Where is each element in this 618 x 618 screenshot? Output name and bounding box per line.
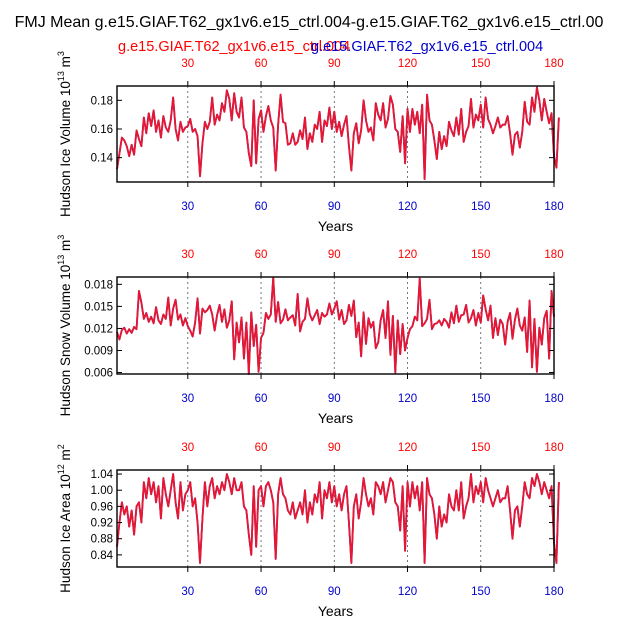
x-tick-label-bottom: 30 [181, 586, 194, 598]
x-tick-label-bottom: 150 [471, 393, 490, 405]
x-tick-label-top: 180 [544, 58, 563, 70]
panel-snow-volume: 30 30 60 60 90 90 120 120 150 150 180 180 0.006 0.009… [56, 235, 564, 426]
x-tick-label-top: 120 [398, 249, 417, 261]
x-axis-title: Years [318, 218, 353, 234]
y-tick-label: 0.92 [91, 518, 113, 530]
plot-frame [116, 469, 555, 568]
y-axis-title-main: Hudson Ice Volume 10 [58, 81, 73, 217]
y-axis-title-unit: m [58, 449, 73, 464]
x-tick-label-bottom: 120 [398, 201, 417, 213]
x-tick-label-top: 120 [398, 58, 417, 70]
plot-frame [116, 276, 555, 375]
x-tick-label-bottom: 60 [255, 393, 268, 405]
x-tick-label-top: 90 [328, 442, 341, 454]
y-axis-title-unit-exp: 3 [56, 235, 66, 240]
y-tick-label: 0.012 [84, 323, 113, 335]
y-tick-label: 0.84 [91, 550, 114, 562]
x-axis-title: Years [318, 410, 353, 426]
x-tick-label-top: 180 [544, 442, 563, 454]
y-tick-label: 0.009 [84, 345, 113, 357]
x-tick-label-bottom: 120 [398, 586, 417, 598]
x-axis-title: Years [318, 603, 353, 618]
x-tick-label-bottom: 90 [328, 586, 341, 598]
x-tick-label-bottom: 30 [181, 201, 194, 213]
y-axis-title-unit-exp: 2 [56, 444, 66, 449]
legend-blue: g.e15.GIAF.T62_gx1v6.e15_ctrl.004 [311, 39, 543, 55]
panel-ice-area: 30 30 60 60 90 90 120 120 150 150 180 180 0.84 0.88 0.… [56, 442, 564, 618]
y-axis-title-exp: 13 [56, 255, 66, 265]
y-tick-label: 0.14 [91, 153, 114, 165]
y-tick-label: 0.018 [84, 279, 113, 291]
y-axis-title-unit-exp: 3 [56, 51, 66, 56]
y-tick-label: 0.16 [91, 124, 113, 136]
y-axis-title-exp: 13 [56, 71, 66, 81]
x-tick-label-bottom: 150 [471, 201, 490, 213]
legend-red: g.e15.GIAF.T62_gx1v6.e15_ctrl.004 [118, 39, 350, 55]
x-tick-label-bottom: 180 [544, 201, 563, 213]
y-axis-title-unit: m [58, 240, 73, 255]
x-tick-label-top: 30 [181, 442, 194, 454]
x-tick-label-top: 90 [328, 249, 341, 261]
y-axis-title: Hudson Ice Area 1012 m2 [56, 444, 73, 593]
x-tick-label-top: 60 [255, 249, 268, 261]
y-tick-label: 1.04 [91, 469, 114, 481]
x-tick-label-bottom: 180 [544, 586, 563, 598]
x-tick-label-top: 90 [328, 58, 341, 70]
x-tick-label-top: 30 [181, 58, 194, 70]
x-tick-label-top: 60 [255, 442, 268, 454]
x-tick-label-bottom: 90 [328, 393, 341, 405]
x-tick-label-bottom: 90 [328, 201, 341, 213]
series-line-red [116, 86, 560, 181]
y-tick-label: 0.18 [91, 95, 113, 107]
x-tick-label-top: 150 [471, 442, 490, 454]
x-tick-label-bottom: 180 [544, 393, 563, 405]
x-tick-label-top: 60 [255, 58, 268, 70]
y-tick-label: 0.006 [84, 368, 113, 380]
x-tick-label-bottom: 30 [181, 393, 194, 405]
y-axis-title-unit: m [58, 56, 73, 71]
y-axis-title-main: Hudson Snow Volume 10 [58, 265, 73, 417]
x-tick-label-top: 150 [471, 58, 490, 70]
series-line-red [116, 473, 560, 564]
x-tick-label-top: 150 [471, 249, 490, 261]
x-tick-label-bottom: 60 [255, 201, 268, 213]
x-tick-label-bottom: 120 [398, 393, 417, 405]
x-tick-label-bottom: 60 [255, 586, 268, 598]
y-axis-title: Hudson Ice Volume 1013 m3 [56, 51, 73, 217]
y-tick-label: 0.96 [91, 501, 113, 513]
y-axis-title-main: Hudson Ice Area 10 [58, 474, 73, 593]
series-line-blue [116, 473, 560, 564]
y-tick-label: 1.00 [91, 485, 113, 497]
x-tick-label-bottom: 150 [471, 586, 490, 598]
panel-ice-volume: 30 30 60 60 90 90 120 120 150 150 180 180 0.14 0.16 0.… [56, 51, 564, 234]
figure-title: FMJ Mean g.e15.GIAF.T62_gx1v6.e15_ctrl.0… [15, 14, 604, 31]
x-tick-label-top: 180 [544, 249, 563, 261]
x-tick-label-top: 120 [398, 442, 417, 454]
plot-frame [116, 85, 555, 183]
y-axis-title-exp: 12 [56, 464, 66, 474]
x-tick-label-top: 30 [181, 249, 194, 261]
series-line-red [116, 276, 555, 375]
y-tick-label: 0.88 [91, 534, 113, 546]
y-tick-label: 0.015 [84, 301, 113, 313]
y-axis-title: Hudson Snow Volume 1013 m3 [56, 235, 73, 417]
